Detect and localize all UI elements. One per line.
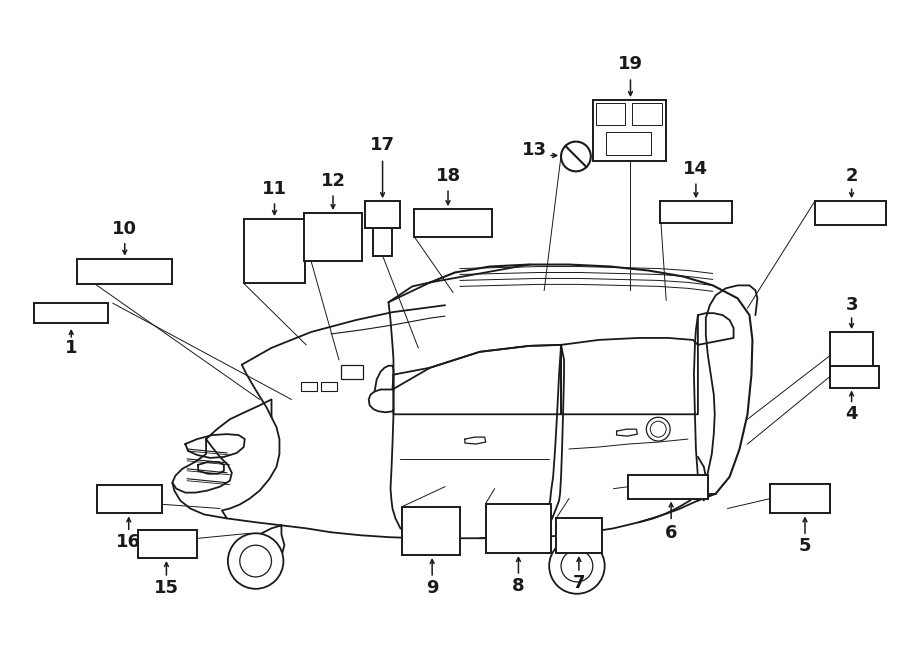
Text: 19: 19: [618, 56, 643, 73]
Bar: [304, 213, 362, 260]
Circle shape: [549, 538, 605, 594]
Bar: [661, 201, 732, 223]
Text: 11: 11: [262, 180, 287, 198]
Bar: [402, 506, 460, 555]
Bar: [830, 332, 873, 379]
Bar: [486, 504, 551, 553]
Bar: [628, 475, 707, 498]
Circle shape: [561, 141, 590, 171]
Text: 9: 9: [426, 579, 438, 597]
Bar: [97, 485, 162, 514]
Bar: [302, 381, 317, 391]
Text: 2: 2: [845, 167, 858, 185]
Bar: [138, 530, 197, 558]
Bar: [593, 100, 666, 161]
Text: 14: 14: [683, 161, 708, 178]
Bar: [414, 209, 491, 237]
Bar: [606, 132, 652, 155]
Bar: [770, 484, 830, 514]
Text: 8: 8: [512, 577, 525, 595]
Bar: [244, 219, 305, 284]
Circle shape: [228, 533, 284, 589]
Bar: [556, 518, 602, 553]
Bar: [364, 201, 400, 228]
Text: 10: 10: [112, 220, 138, 238]
Bar: [830, 366, 879, 387]
Circle shape: [239, 545, 272, 577]
Bar: [814, 201, 886, 225]
Text: 3: 3: [845, 296, 858, 314]
Text: 18: 18: [436, 167, 461, 185]
Text: 7: 7: [572, 574, 585, 592]
Bar: [373, 228, 392, 256]
Text: 13: 13: [522, 141, 547, 159]
Text: 5: 5: [798, 537, 811, 555]
Text: 15: 15: [154, 579, 179, 597]
Bar: [341, 365, 363, 379]
Circle shape: [651, 421, 666, 437]
Text: 1: 1: [65, 339, 77, 357]
Bar: [77, 258, 173, 284]
Text: 17: 17: [370, 136, 395, 153]
Bar: [596, 103, 626, 125]
Text: 4: 4: [845, 405, 858, 423]
Bar: [33, 303, 108, 323]
Text: 12: 12: [320, 173, 346, 190]
Circle shape: [561, 550, 593, 582]
Bar: [633, 103, 662, 125]
Circle shape: [646, 417, 670, 441]
Bar: [321, 381, 337, 391]
Text: 6: 6: [665, 524, 678, 542]
Text: 16: 16: [116, 533, 141, 551]
